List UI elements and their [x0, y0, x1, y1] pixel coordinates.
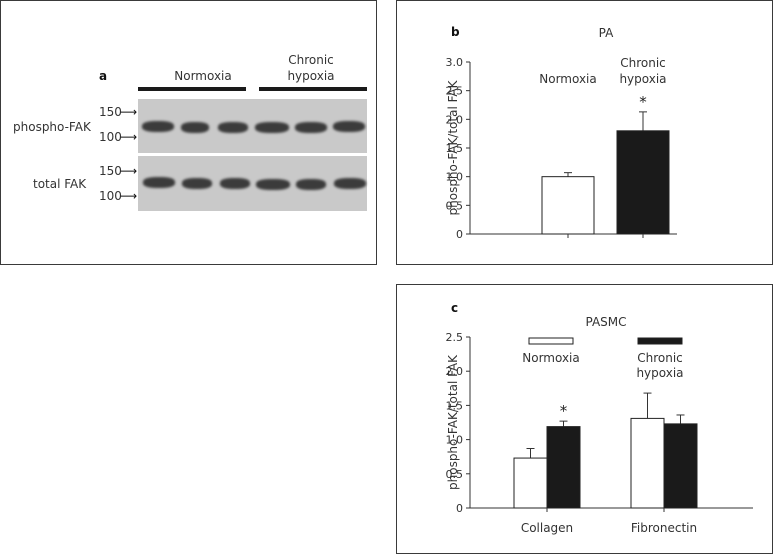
- chart-b-svg: 0 0.5 1.0 1.5 2.0 2.5 3.0 phospho-FAK/total FAK…: [446, 26, 677, 241]
- legend-swatch: [528, 337, 574, 345]
- blot-band: [333, 121, 365, 132]
- bar: [630, 417, 665, 509]
- bar: [513, 457, 548, 509]
- marker-arrow-icon: ⟶: [120, 164, 138, 178]
- panel-letter: b: [451, 25, 460, 39]
- y-tick-label: 1.0: [446, 434, 464, 447]
- group-label-hypoxia-line1: Chronic: [288, 53, 334, 67]
- blot-band: [295, 122, 327, 133]
- marker-arrow-icon: ⟶: [120, 130, 138, 144]
- blot-band: [143, 177, 175, 188]
- group-label-hypoxia-line2: hypoxia: [287, 69, 335, 83]
- y-tick-label: 1.5: [446, 142, 464, 155]
- bar: [616, 130, 670, 235]
- marker-100-top: 100: [99, 130, 122, 144]
- y-tick-label: 2.0: [446, 365, 464, 378]
- y-tick-label: 0.5: [446, 199, 464, 212]
- panel-letter: a: [99, 69, 108, 83]
- y-axis-label: phospho-FAK/total FAK: [446, 354, 460, 490]
- y-tick-label: 1.0: [446, 171, 464, 184]
- legend-swatch: [637, 337, 683, 345]
- panel-b-chart: b 0 0.5 1.0 1.5 2.0 2.5 3.0 phospho-FAK/total F…: [396, 0, 773, 265]
- bar: [546, 426, 581, 509]
- significance-marker: *: [639, 93, 647, 111]
- y-tick-label: 1.5: [446, 399, 464, 412]
- bar: [541, 176, 595, 235]
- category-label: Chronic: [620, 56, 666, 70]
- y-tick-label: 0: [456, 228, 463, 241]
- panel-letter: c: [451, 301, 459, 315]
- marker-150-bottom: 150: [99, 164, 122, 178]
- blot-strip-phospho-fak: [138, 99, 367, 153]
- marker-arrow-icon: ⟶: [120, 189, 138, 203]
- group-bar-hypoxia: [259, 87, 367, 91]
- blot-band: [255, 122, 289, 133]
- panel-a-western-blot: a Normoxia Chronic hypoxia phospho-FAK t…: [0, 0, 377, 265]
- chart-title: PA: [599, 26, 614, 40]
- y-tick-label: 2.0: [446, 113, 464, 126]
- blot-band: [181, 122, 209, 133]
- blot-band: [220, 178, 250, 189]
- blot-band: [256, 179, 290, 190]
- row-label-phospho-fak: phospho-FAK: [13, 120, 91, 134]
- panel-c-chart: c 0 0.5 1.0 1.5 2.0 2.5 phospho-FAK/total FAK P…: [396, 284, 773, 554]
- blot-band: [334, 178, 366, 189]
- marker-arrow-icon: ⟶: [120, 105, 138, 119]
- y-tick-label: 0: [456, 502, 463, 515]
- marker-150-top: 150: [99, 105, 122, 119]
- legend-label: Chronic: [637, 351, 683, 365]
- group-label-normoxia: Normoxia: [174, 69, 232, 83]
- chart-title: PASMC: [585, 315, 626, 329]
- blot-band: [218, 122, 248, 133]
- category-label: Fibronectin: [631, 521, 697, 535]
- marker-100-bottom: 100: [99, 189, 122, 203]
- chart-c-svg: 0 0.5 1.0 1.5 2.0 2.5 phospho-FAK/total FAK PAS…: [446, 315, 753, 535]
- legend-label: Normoxia: [522, 351, 580, 365]
- y-tick-label: 3.0: [446, 56, 464, 69]
- category-label: Collagen: [521, 521, 573, 535]
- blot-band: [182, 178, 212, 189]
- y-tick-label: 0.5: [446, 468, 464, 481]
- row-label-total-fak: total FAK: [33, 177, 87, 191]
- y-tick-label: 2.5: [446, 85, 464, 98]
- bar: [663, 423, 698, 509]
- group-bar-normoxia: [138, 87, 246, 91]
- y-tick-label: 2.5: [446, 331, 464, 344]
- legend-label: hypoxia: [636, 366, 683, 380]
- y-axis-label: phospho-FAK/total FAK: [446, 79, 460, 215]
- category-label: Normoxia: [539, 72, 597, 86]
- blot-band: [142, 121, 174, 132]
- category-label: hypoxia: [619, 72, 666, 86]
- blot-band: [296, 179, 326, 190]
- blot-strip-total-fak: [138, 156, 367, 211]
- significance-marker: *: [560, 402, 568, 420]
